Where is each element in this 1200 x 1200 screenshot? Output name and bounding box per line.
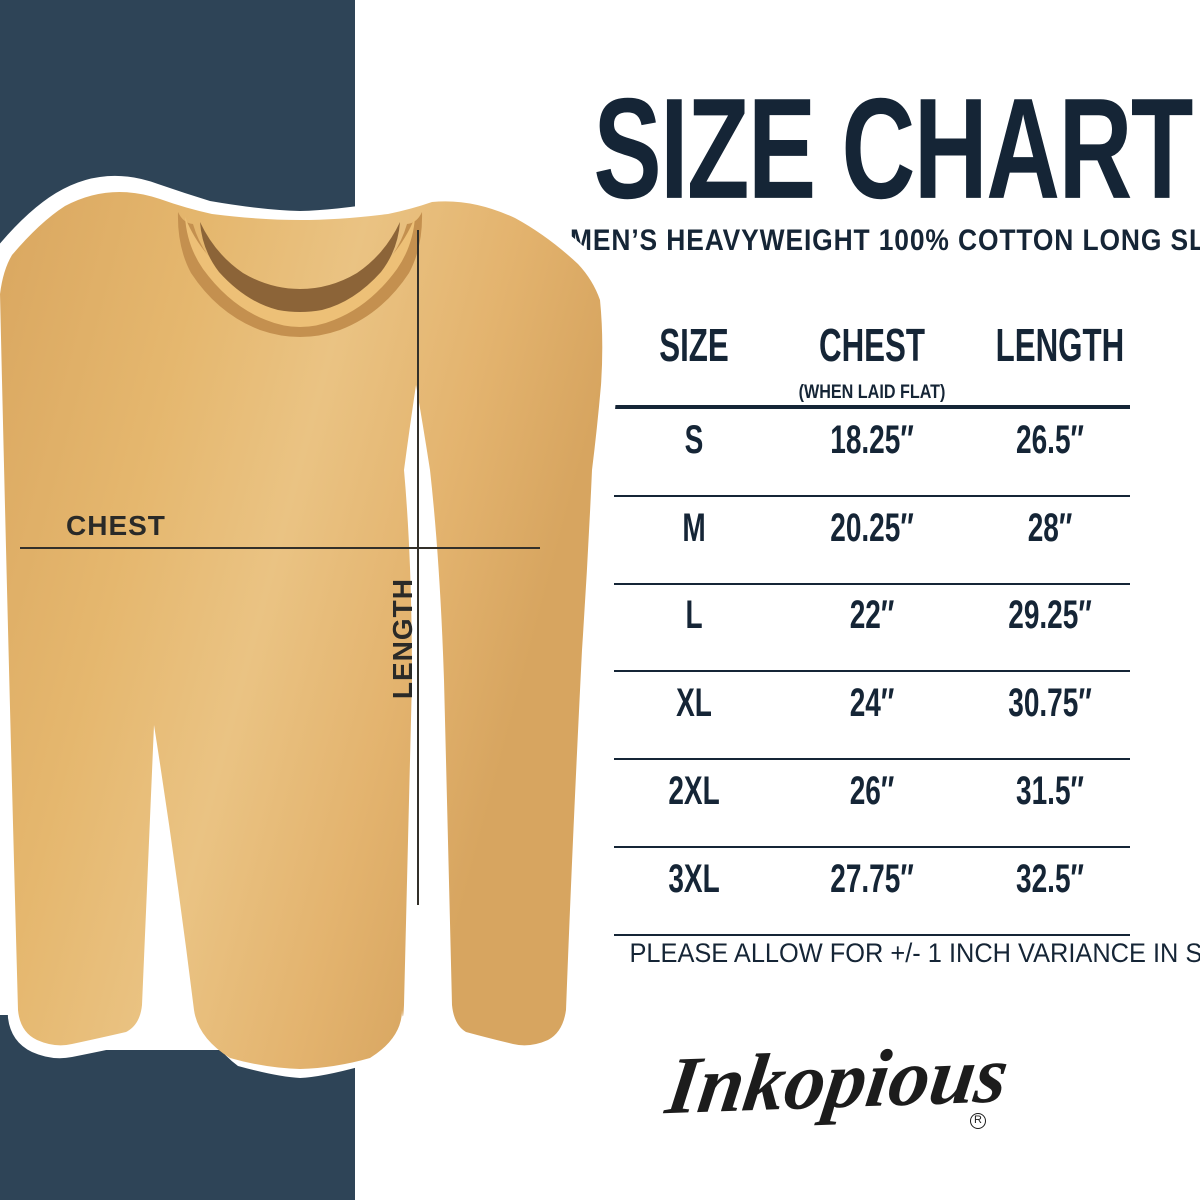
svg-text:CHEST: CHEST <box>66 510 166 541</box>
svg-text:LENGTH: LENGTH <box>387 578 418 699</box>
